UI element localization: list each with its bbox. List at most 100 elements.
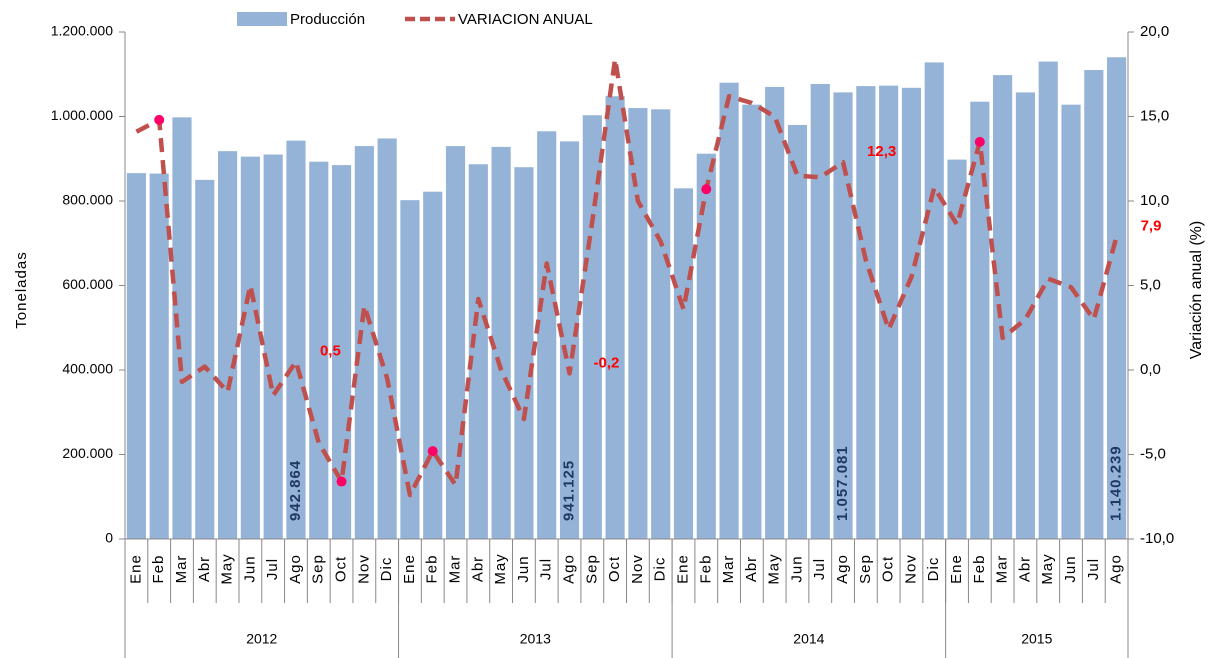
legend-label: VARIACION ANUAL [458,11,593,28]
x-group-label: 2015 [1021,631,1052,647]
x-tick-label: May [219,553,236,584]
x-tick-label: Dic [925,557,942,582]
bar [445,146,466,539]
y2-tick-label: 5,0 [1140,276,1161,293]
x-tick-label: May [766,553,783,584]
legend-swatch [237,12,287,26]
bar [354,146,374,539]
x-tick-label: Ene [948,554,965,584]
highlight-marker [974,136,985,147]
x-tick-label: Feb [971,555,988,584]
bar [765,86,785,540]
bar [218,151,238,539]
bar [537,131,557,539]
y-tick-label: 200.000 [62,445,113,461]
x-tick-label: Jul [538,558,555,580]
x-tick-label: Ene [674,554,691,584]
bar [1107,57,1127,539]
line-value-label: 7,9 [1141,217,1162,234]
x-tick-label: Feb [424,555,441,584]
bar-value-label: 1.140.239 [1108,445,1125,521]
bar [582,115,602,540]
line [135,56,1119,498]
highlight-marker [154,114,165,125]
x-tick-label: Abr [743,556,760,582]
x-tick-label: Jul [811,558,828,580]
x-tick-label: May [492,553,509,584]
x-tick-label: Sep [583,554,600,584]
bar [742,104,762,540]
x-tick-label: Mar [720,555,737,584]
x-tick-label: Ene [127,554,144,584]
x-tick-label: Dic [378,557,395,582]
bar [172,117,192,539]
y2-tick-label: -10,0 [1140,530,1174,547]
bar [924,62,944,540]
bar [993,75,1013,539]
x-group-label: 2013 [520,631,551,647]
x-tick-label: Jul [1085,558,1102,580]
x-tick-label: Mar [994,555,1011,584]
bar [309,161,329,539]
y-tick-label: 800.000 [62,192,113,208]
x-tick-label: Oct [333,556,350,582]
line-value-label: 12,3 [867,143,896,160]
x-tick-label: Abr [469,556,486,582]
bar [947,159,967,539]
bar-value-label: 942.864 [287,460,304,521]
bar [400,200,420,539]
x-group-label: 2012 [246,631,277,647]
bar [149,173,169,539]
x-tick-label: Ene [401,554,418,584]
x-tick-label: Oct [880,556,897,582]
bar [240,156,260,539]
x-tick-label: Mar [173,555,190,584]
bar [514,167,534,539]
bar [1038,61,1058,539]
y2-tick-label: 20,0 [1140,23,1169,40]
bar [286,140,306,539]
y-tick-label: 1.000.000 [51,107,113,123]
bar [628,108,648,540]
bar [126,173,146,540]
highlight-marker [336,476,347,487]
y-axis-title: Toneladas [13,251,30,328]
bar [696,153,716,539]
x-tick-label: Jun [1062,555,1079,582]
bar-value-label: 941.125 [560,460,577,521]
x-tick-label: Mar [447,555,464,584]
y-tick-label: 600.000 [62,276,113,292]
y2-axis-title: Variación anual (%) [1188,221,1205,359]
bar [810,83,830,539]
bar [491,146,511,540]
bar [673,188,694,539]
bar [901,87,922,540]
x-tick-label: Oct [606,556,623,582]
x-tick-label: Ago [1108,554,1125,584]
y-tick-label: 1.200.000 [51,23,113,39]
bar [1084,70,1104,540]
x-tick-label: Abr [196,556,213,582]
x-tick-label: Sep [857,554,874,584]
x-tick-label: May [1039,553,1056,584]
bar [377,138,397,539]
bar [719,82,739,539]
x-tick-label: Ago [834,554,851,584]
x-tick-label: Abr [1016,556,1033,582]
x-tick-label: Jun [515,555,532,582]
bar [423,191,443,539]
x-tick-label: Dic [652,557,669,582]
highlight-marker [701,184,712,195]
bar [263,154,283,539]
x-tick-label: Nov [629,554,646,584]
legend-label: Producción [290,11,365,28]
bar-value-label: 1.057.081 [834,445,851,521]
bar [856,86,876,539]
x-tick-label: Jul [264,558,281,580]
y2-tick-label: 10,0 [1140,192,1169,209]
x-tick-label: Sep [310,554,327,584]
bar [559,141,580,539]
x-tick-label: Feb [697,555,714,584]
y2-tick-label: 0,0 [1140,361,1161,378]
bar [970,101,990,540]
